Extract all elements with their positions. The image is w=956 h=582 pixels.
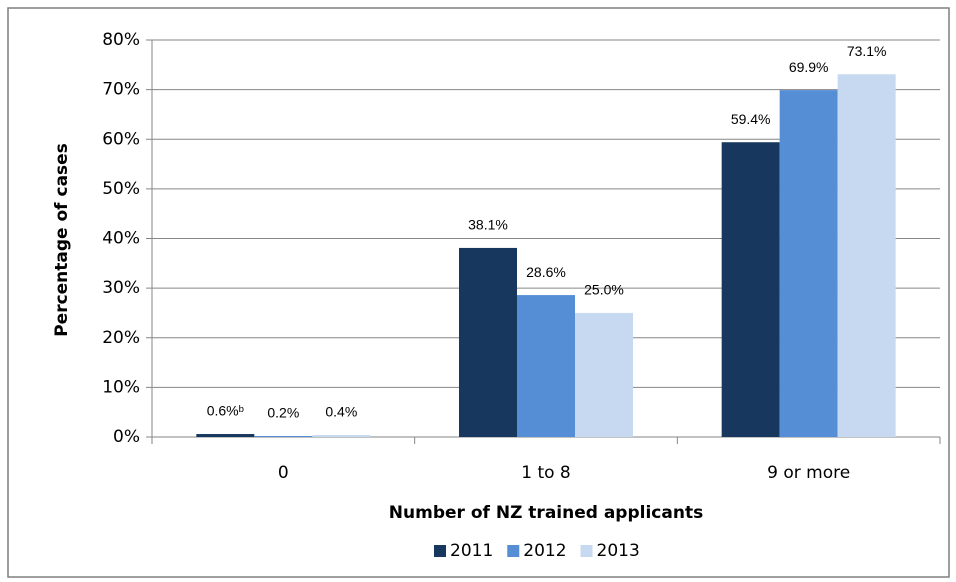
y-tick-label: 70%: [102, 80, 140, 100]
bar: [575, 312, 633, 437]
y-tick-label: 50%: [102, 179, 140, 199]
y-tick-label: 30%: [102, 278, 140, 298]
x-tick-label: 1 to 8: [521, 463, 571, 483]
bar: [312, 435, 371, 437]
x-axis-title: Number of NZ trained applicants: [389, 503, 703, 523]
value-label: 0.4%: [325, 404, 357, 420]
value-label: 38.1%: [468, 217, 508, 233]
value-label: 0.6%ᵇ: [207, 403, 244, 419]
value-label: 73.1%: [847, 43, 887, 59]
value-label: 0.2%: [267, 405, 299, 421]
value-label: 28.6%: [526, 264, 566, 280]
y-tick-label: 10%: [102, 377, 140, 397]
bar: [196, 434, 255, 437]
bar: [721, 142, 780, 438]
bar: [517, 295, 575, 437]
legend-swatch: [434, 545, 446, 557]
y-tick-label: 60%: [102, 129, 140, 149]
value-label: 59.4%: [731, 111, 771, 127]
x-tick-label: 0: [278, 463, 289, 483]
legend-swatch: [580, 545, 593, 557]
bar: [254, 436, 313, 437]
legend-label: 2012: [523, 541, 566, 561]
x-tick-label: 9 or more: [767, 463, 850, 483]
value-label: 25.0%: [584, 282, 624, 298]
legend-label: 2013: [597, 541, 640, 561]
y-tick-label: 0%: [113, 427, 140, 447]
bar: [779, 90, 838, 437]
bar: [459, 247, 517, 437]
y-tick-label: 80%: [102, 30, 140, 50]
value-label: 69.9%: [789, 59, 829, 75]
bar: [837, 74, 896, 438]
legend-swatch: [507, 545, 520, 557]
legend-label: 2011: [450, 541, 493, 561]
y-tick-label: 20%: [102, 328, 140, 348]
y-tick-label: 40%: [102, 229, 140, 249]
y-axis-title: Percentage of cases: [52, 143, 72, 337]
